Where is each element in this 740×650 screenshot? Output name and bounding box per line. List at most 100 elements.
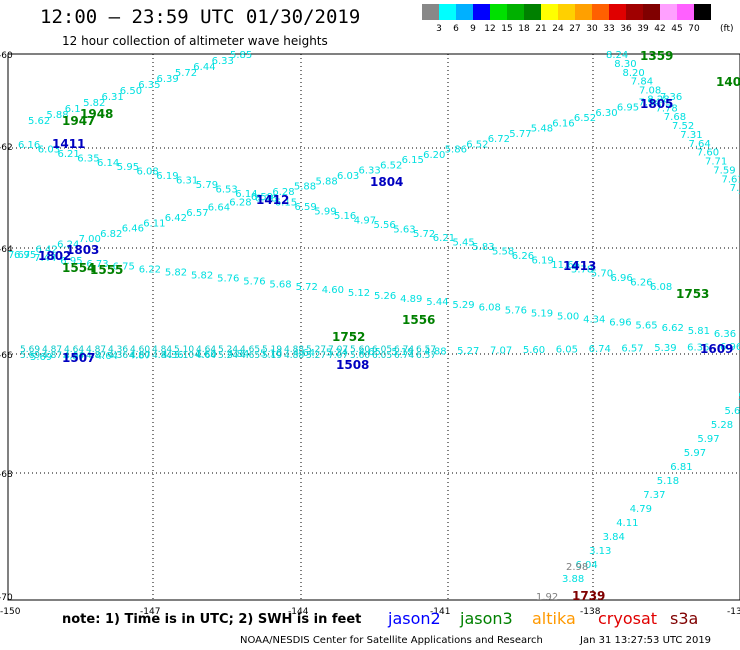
swh-value-label: 6.57	[186, 208, 208, 219]
swh-value-label: 7.36	[660, 92, 682, 103]
longitude-label: -13	[727, 607, 740, 617]
swh-value-label: 5.6	[725, 406, 740, 417]
swh-value-label: 6.22	[139, 265, 161, 276]
scale-swatch	[473, 4, 490, 20]
scale-label: 70	[688, 24, 700, 34]
swh-value-label: 4.64	[293, 348, 315, 359]
swh-value-label: 6.50	[120, 86, 142, 97]
swh-value-label: 5.56	[374, 220, 396, 231]
legend-jason2: jason2	[388, 609, 441, 628]
time-label: 1554	[62, 261, 95, 275]
swh-value-label: 5.79	[196, 180, 218, 191]
swh-value-label: 4.34	[583, 314, 605, 325]
swh-value-label: 6.74	[589, 344, 611, 355]
scale-label: 33	[603, 24, 615, 34]
swh-value-label: 6.73	[86, 259, 108, 270]
swh-value-label: 5.12	[348, 288, 370, 299]
swh-value-label: 5.69	[30, 352, 52, 363]
swh-value-label: 5.24	[326, 348, 348, 359]
swh-value-label: 4.36	[108, 345, 128, 355]
swh-value-label: 7.54	[639, 97, 661, 108]
swh-value-label: 6.31	[176, 176, 198, 187]
swh-value-label: 6.21	[433, 233, 455, 244]
time-label: 1555	[90, 263, 123, 277]
swh-value-label: 5.76	[505, 306, 527, 317]
swh-value-label: 5.10	[174, 351, 194, 361]
swh-value-label: 4.87	[63, 352, 85, 363]
scale-swatch	[592, 4, 609, 20]
legend-s3a: s3a	[670, 609, 699, 628]
swh-value-label: 6.96	[609, 317, 631, 328]
swh-value-label: 5.76	[217, 273, 239, 284]
longitude-label: -138	[580, 607, 601, 617]
swh-value-label: 4.89	[400, 294, 422, 305]
time-label: 1739	[572, 589, 605, 603]
scale-swatch	[626, 4, 643, 20]
scale-swatch	[541, 4, 558, 20]
swh-value-label: 6.35	[77, 153, 99, 164]
swh-value-label: 5.70	[591, 269, 613, 280]
scale-label: 42	[654, 24, 666, 34]
swh-value-label: 5.97	[697, 434, 719, 445]
swh-value-label: 6.36	[714, 329, 736, 340]
swh-value-label: 6.42	[165, 213, 187, 224]
legend-cryosat: cryosat	[598, 609, 658, 628]
latitude-label: -64	[0, 245, 13, 255]
swh-value-label: 5.82	[83, 98, 105, 109]
swh-value-label: 3.13	[589, 546, 611, 557]
swh-value-label: 6.03	[337, 171, 359, 182]
swh-value-label: 4.64	[196, 345, 216, 355]
swh-value-label: 5.60	[523, 345, 545, 356]
swh-value-label: 7.67	[8, 250, 30, 261]
swh-value-label: 5.19	[262, 351, 282, 361]
swh-value-label: 5.8	[738, 392, 740, 403]
swh-value-label: 7.44	[34, 253, 56, 264]
swh-value-label: 8.30	[614, 59, 636, 70]
time-label: 1359	[640, 49, 673, 63]
longitude-label: -150	[0, 607, 21, 617]
swh-value-label: 5.72	[175, 68, 197, 79]
swh-value-label: 5.19	[531, 309, 553, 320]
scale-unit: (ft)	[720, 24, 734, 34]
low-swh-label: 2.98	[566, 562, 588, 573]
swh-value-label: 5.29	[452, 300, 474, 311]
swh-value-label: 5.24	[218, 345, 238, 355]
swh-value-label: 6.35	[138, 80, 160, 91]
scale-swatch	[575, 4, 592, 20]
swh-value-label: 4.65	[240, 351, 260, 361]
swh-value-label: 6.95	[14, 250, 36, 261]
swh-value-label: 4.64	[96, 351, 118, 362]
swh-value-label: 5.62	[28, 116, 50, 127]
swh-value-label: 4.64	[196, 351, 216, 361]
scale-swatch	[490, 4, 507, 20]
swh-value-label: 5.82	[165, 268, 187, 279]
swh-value-label: 4.60	[194, 350, 216, 361]
swh-value-label: 7.07	[490, 345, 512, 356]
swh-value-label: 7.08	[639, 86, 661, 97]
scale-swatch	[558, 4, 575, 20]
time-label: 1412	[256, 193, 289, 207]
swh-value-label: 7.56	[730, 183, 740, 194]
swh-value-label: 5.78	[571, 264, 593, 275]
swh-value-label: 7.37	[643, 490, 665, 501]
swh-value-label: 5.39	[654, 343, 676, 354]
swh-value-label: 8.24	[606, 50, 628, 61]
swh-value-label: 7.59	[713, 165, 735, 176]
scale-swatch	[609, 4, 626, 20]
swh-value-label: 6.96	[720, 342, 740, 353]
swh-value-label: 6.20	[423, 150, 445, 161]
swh-value-label: 3.84	[603, 532, 625, 543]
swh-value-label: 5.88	[294, 182, 316, 193]
swh-value-label: 6.95	[60, 256, 82, 267]
scale-label: 45	[671, 24, 683, 34]
swh-value-label: 4.87	[86, 351, 106, 361]
scale-label: 6	[453, 24, 459, 34]
swh-value-label: 7.68	[664, 112, 686, 123]
swh-value-label: 4.84	[227, 349, 249, 360]
swh-value-label: 6.62	[662, 323, 684, 334]
swh-value-label: 6.39	[157, 74, 179, 85]
scale-swatch	[439, 4, 456, 20]
scale-swatch	[456, 4, 473, 20]
scale-label: 36	[620, 24, 632, 34]
